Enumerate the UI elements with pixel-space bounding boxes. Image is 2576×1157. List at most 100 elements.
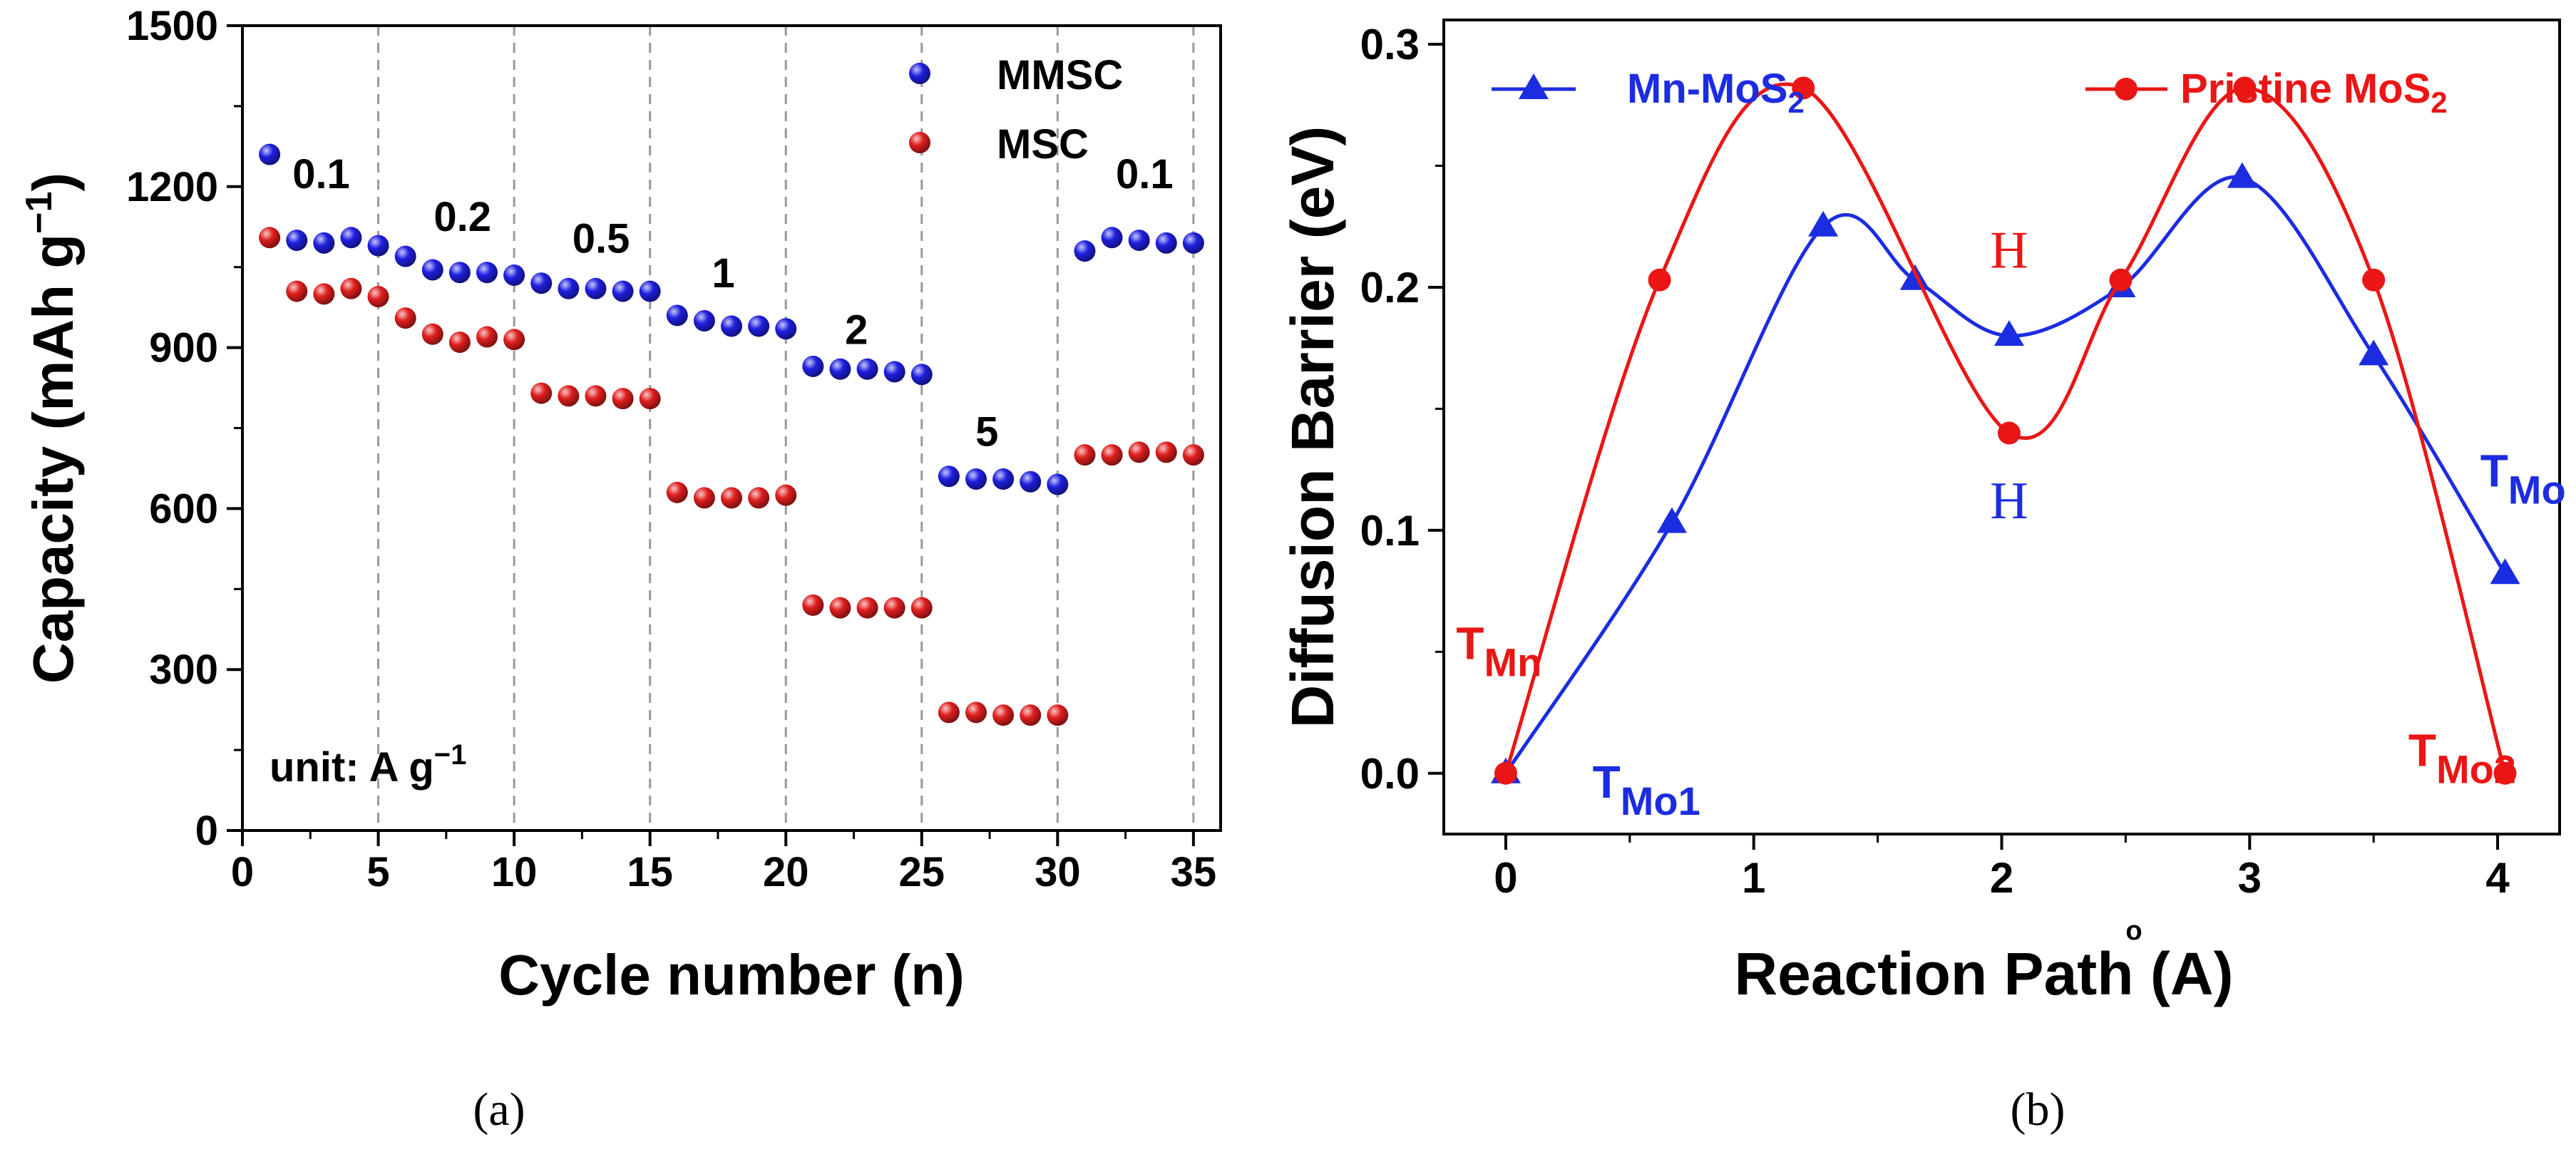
y-axis-label: Diffusion Barrier (eV) [1279,126,1346,729]
mmsc-point [476,262,498,284]
site-label-tmo2: TMo2 [2408,725,2516,792]
legend-label-pristine-mos2-text: Pristine MoS [2180,66,2431,112]
msc-point [448,331,471,354]
rate-label: 1 [712,250,734,297]
data-point-pristine-mos2 [2109,268,2133,292]
y-tick-label: 900 [149,325,218,371]
rate-label: 0.1 [1116,151,1174,197]
legend-label-pristine-mos2-subscript: 2 [2431,86,2447,119]
x-axis-label-ring: o [2125,916,2142,946]
data-point-pristine-mos2 [2233,76,2257,100]
y-tick-label: 0.3 [1360,21,1420,68]
mmsc-point [992,468,1015,490]
mmsc-point [883,361,905,383]
y-axis-label: Capacity (mAh g−1) [19,173,85,684]
data-point-pristine-mos2 [1494,761,1517,785]
msc-point [259,227,281,249]
data-point-mn-mos2 [1993,320,2024,346]
msc-point [1101,444,1123,466]
mmsc-point [1020,470,1042,493]
msc-point [612,388,634,410]
mmsc-point [1047,473,1069,495]
msc-point [666,481,688,503]
y-tick-label: 600 [149,485,218,532]
mmsc-point [639,280,661,302]
legend-label-mmsc: MMSC [997,52,1123,98]
legend-label-mn-mos2: Mn-MoS2 [1627,66,1805,119]
msc-point [938,701,960,724]
data-point-mn-mos2 [2227,162,2257,188]
x-tick-label: 5 [366,849,389,895]
data-point-mn-mos2 [1808,210,1839,237]
x-tick-label: 35 [1171,849,1217,895]
x-tick-label: 4 [2485,854,2510,902]
site-label-h-red: H [1990,222,2028,280]
rate-label: 0.5 [573,215,630,262]
y-axis-label-close: ) [21,173,85,192]
y-tick-label: 300 [149,647,218,693]
x-tick-label: 0 [231,849,254,895]
msc-point [476,326,498,348]
x-tick-label: 30 [1035,849,1081,895]
msc-point [421,323,443,345]
site-label-h-blue-main: H [1990,472,2028,530]
mmsc-point [1101,227,1123,249]
msc-point [748,487,770,509]
msc-point [693,487,715,509]
site-label-tmo1: TMo1 [1593,756,1700,823]
x-axis-label: Cycle number (n) [498,943,964,1007]
site-label-tmn: TMn [1456,618,1541,685]
msc-point [721,487,742,509]
msc-point [1128,441,1150,463]
mmsc-point [965,468,987,490]
site-label-tmn-subscript: Mn [1484,640,1541,685]
data-point-pristine-mos2 [1792,76,1815,100]
mmsc-point [829,358,851,380]
mmsc-point [1074,240,1096,262]
y-tick-label: 1200 [126,164,218,210]
mmsc-point [612,280,634,302]
mmsc-point [856,358,878,380]
legend-label-mn-mos2-text: Mn-MoS [1627,66,1788,112]
data-point-pristine-mos2 [1997,421,2021,445]
msc-point [802,594,824,616]
mmsc-point [775,318,797,340]
legend-label-msc: MSC [997,121,1089,168]
msc-point [530,382,553,404]
y-tick-label: 0 [195,808,218,854]
mmsc-point [503,264,525,286]
mmsc-point [394,245,416,267]
panel-label-b: (b) [2011,1084,2066,1136]
mmsc-point [1155,232,1177,254]
legend-marker-mmsc [909,63,930,84]
x-tick-label: 0 [1494,854,1517,902]
site-label-tmo-subscript: Mo [2508,468,2566,513]
msc-point [503,329,525,351]
rate-label: 5 [975,408,998,455]
legend-label-mn-mos2-subscript: 2 [1788,86,1805,119]
site-label-tmo2-main: T [2408,725,2436,776]
msc-point [585,385,607,407]
site-label-tmo: TMo [2480,446,2566,513]
mmsc-point [693,309,715,331]
msc-point [829,597,851,619]
msc-point [639,388,661,410]
y-axis-label-text: Capacity (mAh g [21,234,85,684]
msc-point [394,307,416,329]
msc-point [1182,444,1204,466]
unit-label-text: unit: A g [270,744,434,791]
y-tick-label: 0.1 [1360,507,1420,555]
data-point-mn-mos2 [1899,264,1930,290]
msc-point [1020,704,1042,726]
mmsc-point [748,315,770,337]
msc-point [558,385,580,407]
msc-point [992,704,1015,726]
msc-point [910,597,933,619]
x-tick-label: 10 [491,849,538,895]
msc-point [367,286,389,308]
msc-point [340,277,362,299]
legend-label-pristine-mos2: Pristine MoS2 [2180,66,2448,119]
x-axis-label-close: ) [2214,940,2234,1007]
x-tick-label: 15 [627,849,673,895]
